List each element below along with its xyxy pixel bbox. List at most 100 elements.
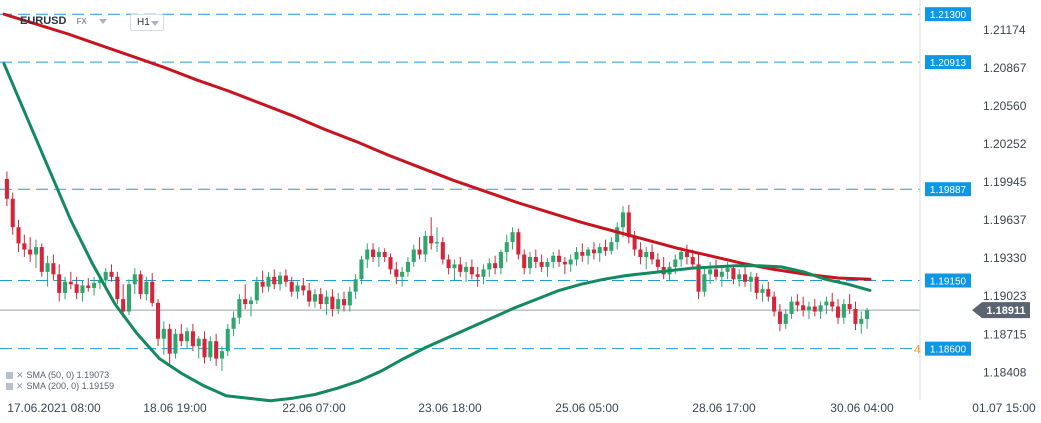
candle-body [289,281,294,292]
y-tick-label: 1.20252 [983,137,1027,151]
candle-body [475,274,480,277]
y-tick-label: 1.19023 [983,289,1027,303]
price-level-tag [925,55,971,70]
timeframe-select[interactable]: H1 [130,14,164,31]
candle-body [341,299,347,306]
candle-body [748,276,753,282]
candle-body [283,275,288,282]
candle-body [330,296,335,310]
price-level-tag-label: 1.21300 [930,10,967,21]
candle-body [516,232,521,255]
legend-item-sma50[interactable]: ✕ SMA (50, 0) 1.19073 [6,370,114,381]
candle-body [126,284,131,312]
candle-body [551,255,556,262]
candle-body [760,289,765,293]
candle-body [10,198,15,228]
legend-item-sma200[interactable]: ✕ SMA (200, 0) 1.19159 [6,381,114,392]
candle-body [97,280,102,283]
candle-body [725,268,730,272]
legend-value: 1.19073 [76,370,110,380]
candle-body [202,338,207,358]
candle-body [318,294,323,305]
candle-body [527,256,533,269]
candle-body [824,301,829,306]
y-tick-label: 1.19945 [983,175,1027,189]
sma200-line [2,12,872,281]
candle-body [452,264,457,269]
candle-body [214,341,219,359]
candle-body [504,242,509,253]
candle-body [446,259,451,269]
candle-body [638,249,643,257]
candle-body [498,252,503,269]
candle-body [155,302,161,339]
market-label: FX [76,16,87,26]
candle-body [248,300,254,305]
candle-body [783,313,788,324]
candle-body [586,249,591,256]
candle-body [853,309,858,324]
price-level-tag [925,273,971,288]
candle-body [806,306,812,311]
candle-body [795,301,800,306]
candle-body [336,299,341,310]
candle-body [655,259,660,267]
settings-icon[interactable] [6,372,13,379]
candle-body [150,281,155,303]
legend-value: 1.19159 [81,381,115,391]
candle-body [429,235,434,244]
candle-body [161,328,166,339]
candle-body [371,249,376,257]
candle-body [138,274,143,295]
candle-body [219,351,224,359]
candle-body [411,249,416,262]
candle-body [121,299,126,312]
candle-body [301,285,306,291]
candle-body [487,263,492,270]
candle-body [394,269,399,277]
remove-indicator-icon[interactable]: ✕ [16,381,24,391]
candle-body [16,227,21,244]
candle-body [405,261,410,272]
candle-body [458,264,463,272]
chart-toolbar: EURUSD FX [6,12,107,30]
candle-body [690,256,695,265]
x-tick-label: 17.06.2021 08:00 [7,401,101,415]
candle-body [62,281,68,293]
candle-body [388,256,393,270]
candle-body [626,212,631,238]
candle-body [260,281,265,287]
candle-body [591,249,596,254]
candle-body [580,252,585,256]
candle-body [208,341,213,358]
candle-body [731,268,736,280]
candle-body [481,269,486,277]
candle-body [545,261,550,267]
candle-body [812,306,817,312]
candle-body [33,247,39,255]
candle-body [51,263,56,275]
timeframe-value: H1 [137,17,150,28]
series-layer [2,12,872,403]
candle-body [132,274,137,285]
x-tick-label: 01.07 15:00 [972,401,1036,415]
candle-body [28,249,33,255]
timeframe-chevron-icon [151,21,159,26]
candle-body [696,264,701,292]
remove-indicator-icon[interactable]: ✕ [16,370,24,380]
settings-icon[interactable] [6,383,13,390]
y-tick-label: 1.21174 [983,23,1026,37]
symbol-label[interactable]: EURUSD [20,15,67,27]
candle-body [597,247,602,254]
candle-body [743,274,748,282]
candle-body [22,243,27,250]
candle-body [789,301,794,314]
candle-body [568,259,573,265]
candle-body [574,252,579,260]
symbol-dropdown-chevron-icon[interactable] [98,18,107,24]
candle-body [307,290,312,302]
candle-body [493,263,498,269]
price-level-tag-label: 1.19150 [930,277,967,288]
candle-body [68,281,73,285]
